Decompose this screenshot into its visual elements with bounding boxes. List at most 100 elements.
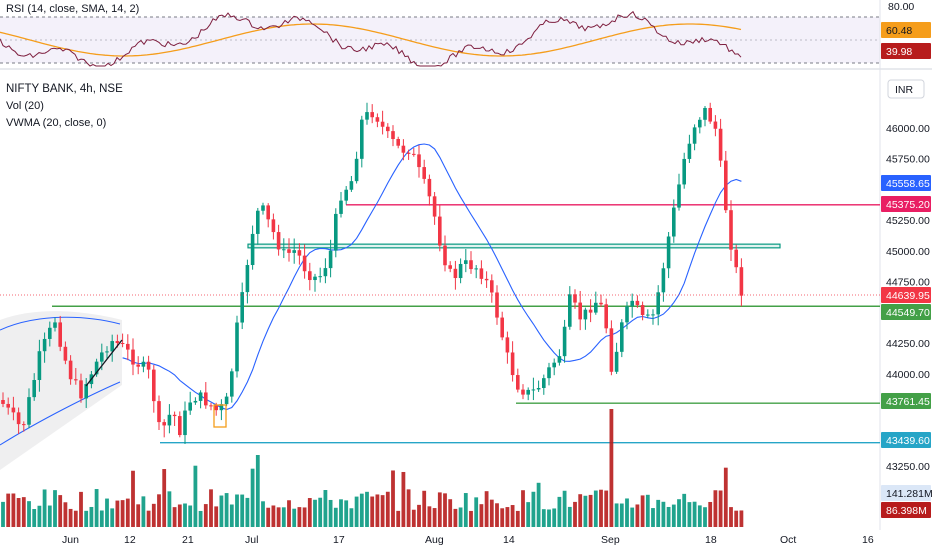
volume-bar: [287, 500, 291, 527]
volume-bar: [515, 510, 520, 527]
candle-body: [224, 396, 229, 405]
candles: [1, 102, 744, 445]
volume-bar: [484, 491, 489, 527]
price-tag-label: 39.98: [886, 46, 912, 58]
volume-bar: [671, 504, 676, 527]
candle-body: [287, 249, 291, 253]
volume-bar: [453, 508, 458, 527]
candle-body: [58, 322, 62, 347]
price-tag-bg: [881, 304, 931, 320]
volume-bar: [557, 496, 562, 527]
price-tag-label: 60.48: [886, 25, 912, 37]
candle-body: [375, 117, 380, 122]
volume-bar: [651, 508, 655, 527]
volume-bar: [510, 505, 515, 527]
zone-rect[interactable]: [247, 243, 781, 249]
candle-body: [214, 405, 218, 411]
candle-body: [469, 260, 473, 270]
time-tick: Aug: [425, 534, 444, 546]
candle-body: [500, 317, 504, 338]
volume-bar: [16, 498, 21, 527]
volume-bar: [417, 504, 421, 527]
candle-body: [141, 361, 146, 367]
candle-body: [105, 351, 109, 353]
price-tag: 44549.70: [881, 304, 931, 320]
candle-body: [531, 389, 536, 391]
candle-body: [240, 292, 244, 323]
volume-bar: [463, 493, 468, 527]
volume-bar: [162, 469, 167, 527]
volume-bar: [261, 501, 265, 527]
candle-body: [230, 371, 234, 397]
candle-body: [568, 294, 572, 327]
volume-bar: [47, 505, 52, 527]
volume-bar: [42, 489, 47, 527]
candle-body: [464, 260, 468, 264]
candle-body: [313, 276, 317, 281]
volume-bar: [645, 494, 650, 527]
candle-body: [391, 131, 395, 140]
candle-body: [438, 216, 442, 246]
volume-bar: [297, 507, 302, 527]
candle-body: [640, 305, 645, 316]
candle-body: [422, 167, 426, 179]
volume-bar: [656, 499, 661, 527]
volume-bar: [573, 501, 577, 527]
candle-body: [620, 322, 624, 352]
volume-bar: [110, 508, 115, 527]
volume-bar: [99, 510, 104, 527]
volume-bar: [614, 503, 619, 527]
volume-bar: [136, 504, 141, 527]
volume-bar: [604, 490, 609, 527]
volume-bar: [578, 494, 583, 527]
highlight-box[interactable]: [213, 404, 227, 428]
volume-bar: [375, 494, 380, 527]
candle-body: [152, 369, 156, 402]
candle-body: [734, 249, 738, 268]
volume-bar: [536, 482, 541, 527]
candle-body: [557, 356, 562, 363]
candle-body: [453, 268, 458, 279]
volume-bar: [541, 509, 546, 527]
candle-body: [219, 404, 224, 411]
volume-bar: [718, 490, 723, 527]
currency-box[interactable]: [887, 79, 925, 99]
candle-body: [256, 210, 260, 234]
volume-bar: [125, 498, 130, 527]
candle-body: [412, 153, 416, 155]
candle-body: [526, 389, 530, 395]
candle-body: [360, 119, 364, 159]
trend-line[interactable]: [85, 339, 123, 387]
candle-body: [63, 346, 68, 361]
time-axis: Jun 12 21 Jul 17 Aug 14 Sep 18 Oct 16: [62, 534, 874, 546]
candle-body: [136, 364, 140, 367]
price-tag-bg: [881, 393, 931, 409]
volume-bar: [307, 498, 312, 527]
candle-body: [599, 302, 603, 305]
volume-bar: [339, 499, 343, 527]
candle-body: [276, 232, 281, 250]
volume-bar: [302, 507, 307, 527]
volume-bar: [240, 494, 245, 527]
volume-bar: [79, 491, 83, 527]
volume-bar: [281, 507, 286, 527]
candle-body: [609, 328, 614, 372]
volume-bar: [203, 504, 208, 527]
candle-body: [6, 403, 10, 408]
candle-body: [120, 343, 125, 345]
candle-body: [32, 380, 36, 398]
candle-body: [157, 401, 161, 423]
candle-body: [74, 379, 78, 381]
volume-bar: [692, 501, 697, 527]
volume-bar: [635, 504, 640, 527]
candle-body: [115, 341, 120, 344]
candle-body: [677, 184, 681, 208]
time-tick: 14: [503, 534, 515, 546]
rsi-line: [0, 10, 742, 67]
candle-body: [365, 112, 369, 120]
volume-bar: [73, 510, 78, 527]
volume-bar: [292, 508, 297, 527]
volume-bar: [120, 500, 125, 527]
volume-bar: [547, 509, 551, 527]
